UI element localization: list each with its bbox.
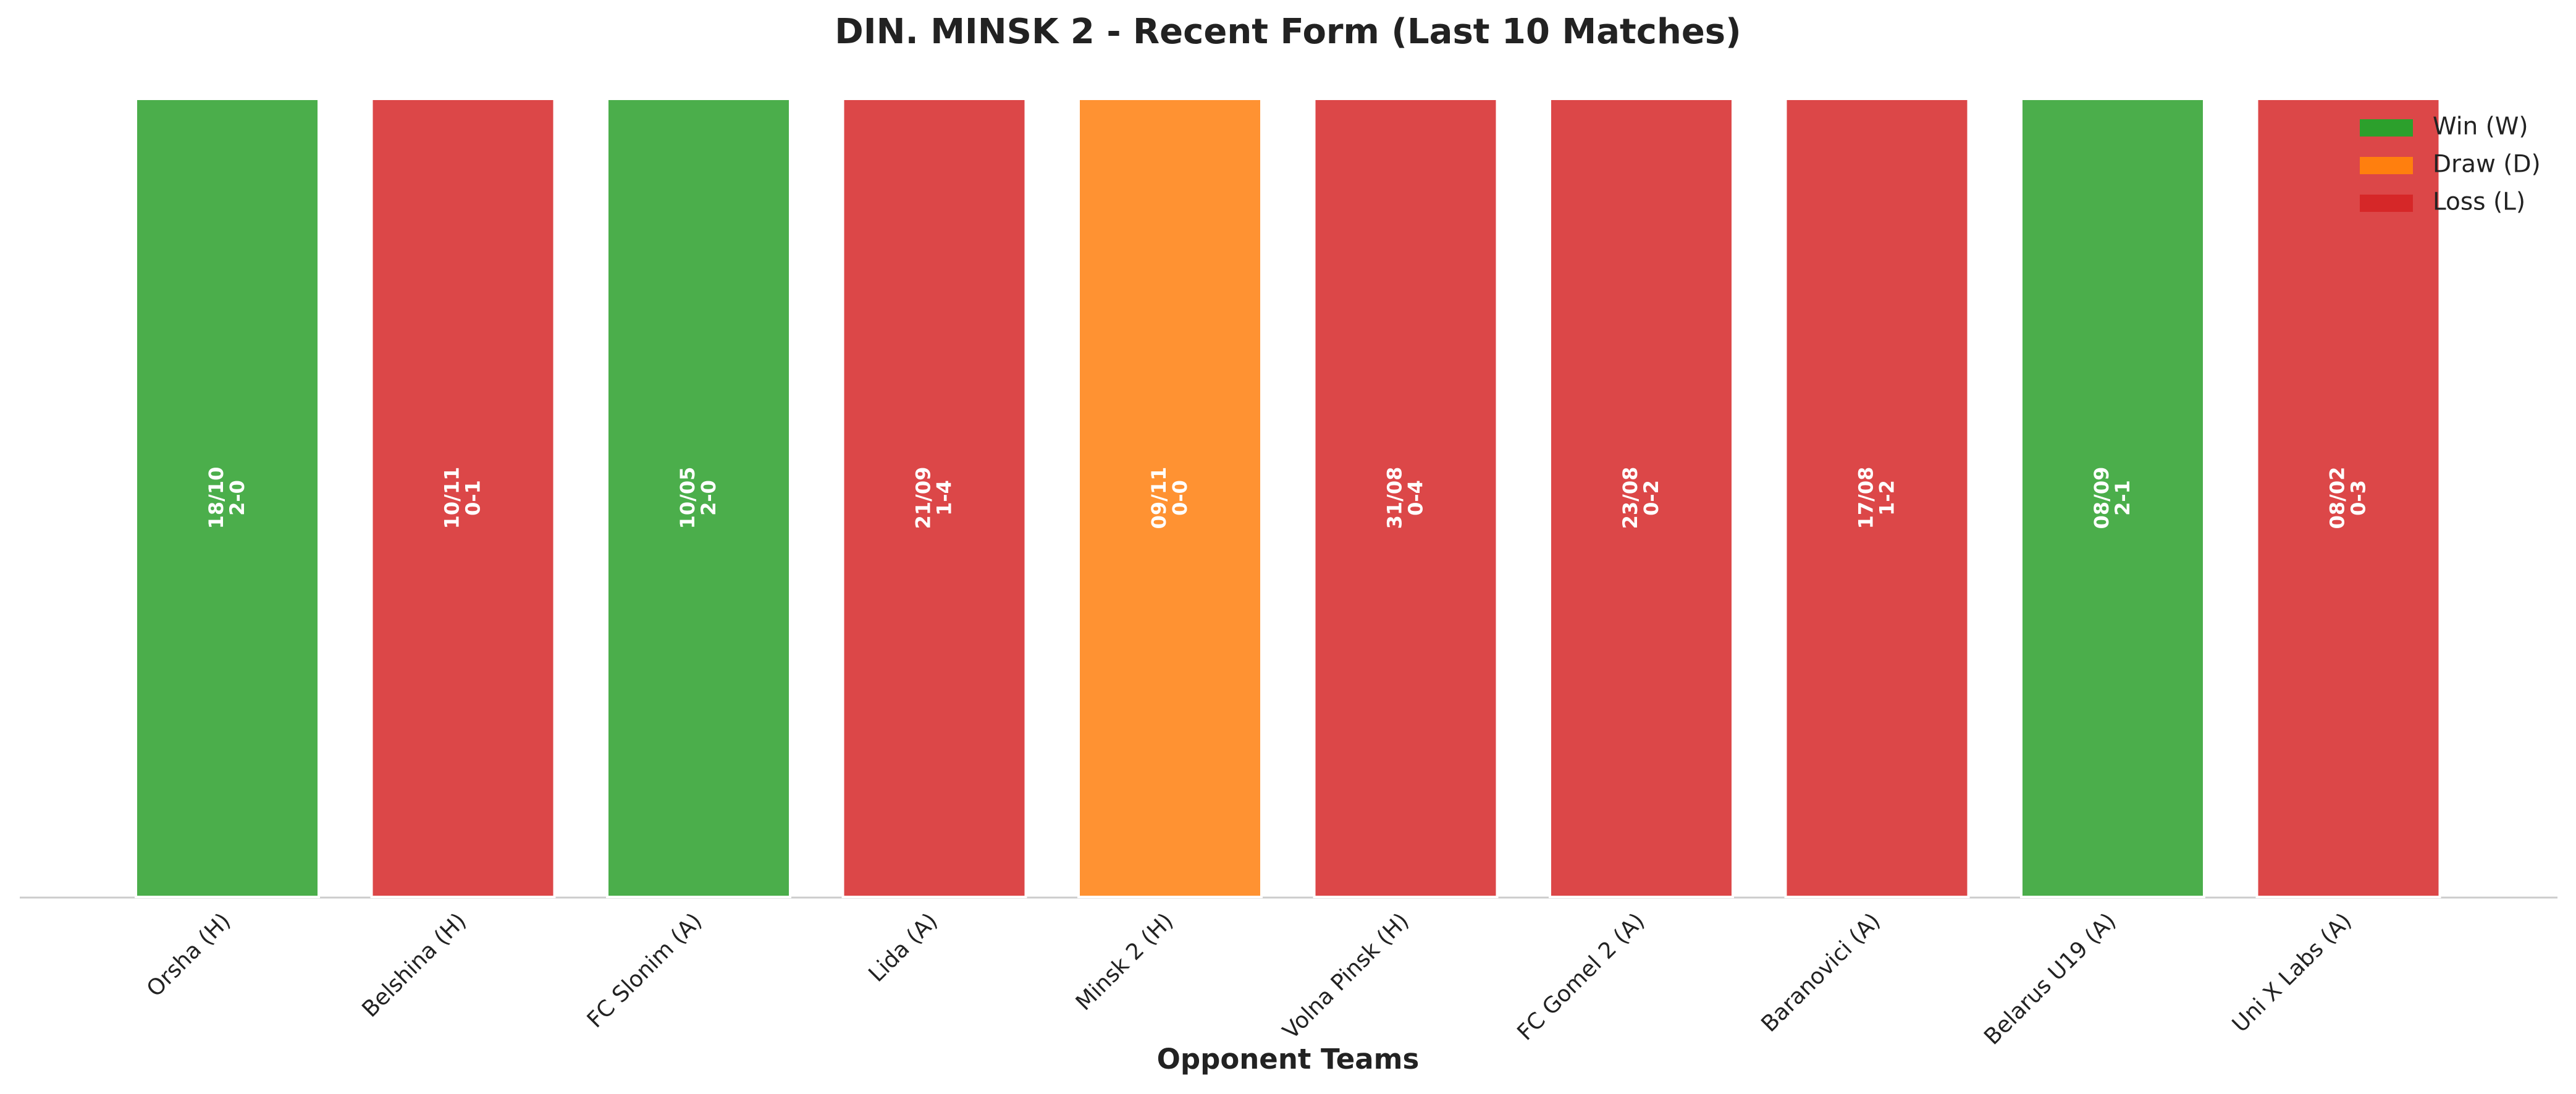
- bar-score-label: 2-0: [697, 480, 720, 516]
- x-tick-label: Uni X Labs (A): [2228, 908, 2357, 1037]
- bar-score-label: 0-4: [1404, 480, 1428, 516]
- bar: [2020, 98, 2205, 898]
- bar-date-label: 18/10: [204, 467, 228, 529]
- bar-score-label: 1-2: [1875, 480, 1899, 516]
- bar: [606, 98, 791, 898]
- legend-label: Draw (D): [2433, 151, 2541, 179]
- legend-swatch: [2360, 119, 2413, 137]
- bar-date-label: 08/09: [2090, 467, 2113, 529]
- x-tick-label: FC Gomel 2 (A): [1512, 908, 1649, 1045]
- legend-swatch: [2360, 195, 2413, 212]
- bar-date-label: 31/08: [1383, 467, 1407, 529]
- legend-label: Loss (L): [2433, 188, 2525, 216]
- bar: [135, 98, 320, 898]
- bar-date-label: 17/08: [1854, 467, 1878, 529]
- x-axis-label: Opponent Teams: [1157, 1043, 1420, 1075]
- chart-title: DIN. MINSK 2 - Recent Form (Last 10 Matc…: [835, 12, 1741, 52]
- bar-score-label: 2-1: [2111, 480, 2134, 516]
- bar: [370, 98, 556, 898]
- x-tick-label: Volna Pinsk (H): [1278, 908, 1414, 1044]
- legend-swatch: [2360, 157, 2413, 174]
- bar-date-label: 10/05: [676, 467, 699, 529]
- legend-label: Win (W): [2433, 113, 2528, 141]
- bar-score-label: 0-1: [461, 480, 485, 516]
- bar-date-label: 09/11: [1147, 467, 1171, 529]
- x-tick-label: Baranovici (A): [1757, 908, 1885, 1037]
- bar-score-label: 2-0: [225, 480, 249, 516]
- x-tick-label: FC Slonim (A): [583, 908, 707, 1033]
- x-tick-label: Belarus U19 (A): [1979, 908, 2121, 1050]
- x-tick-label: Minsk 2 (H): [1071, 908, 1179, 1016]
- x-tick-label: Belshina (H): [357, 908, 471, 1022]
- bar-score-label: 0-3: [2347, 480, 2370, 516]
- bar: [1549, 98, 1734, 898]
- bar-date-label: 23/08: [1618, 467, 1642, 529]
- bar-score-label: 1-4: [933, 480, 956, 516]
- bar-date-label: 21/09: [912, 467, 935, 529]
- bar: [1077, 98, 1263, 898]
- bar-date-label: 10/11: [440, 467, 464, 529]
- bar: [2255, 98, 2441, 898]
- bar: [1784, 98, 1970, 898]
- bar: [1313, 98, 1499, 898]
- bar-score-label: 0-0: [1168, 480, 1192, 516]
- x-tick-label: Lida (A): [864, 908, 943, 987]
- bar: [841, 98, 1027, 898]
- bar-date-label: 08/02: [2326, 467, 2349, 529]
- x-tick-label: Orsha (H): [142, 908, 236, 1002]
- bar-score-label: 0-2: [1639, 480, 1663, 516]
